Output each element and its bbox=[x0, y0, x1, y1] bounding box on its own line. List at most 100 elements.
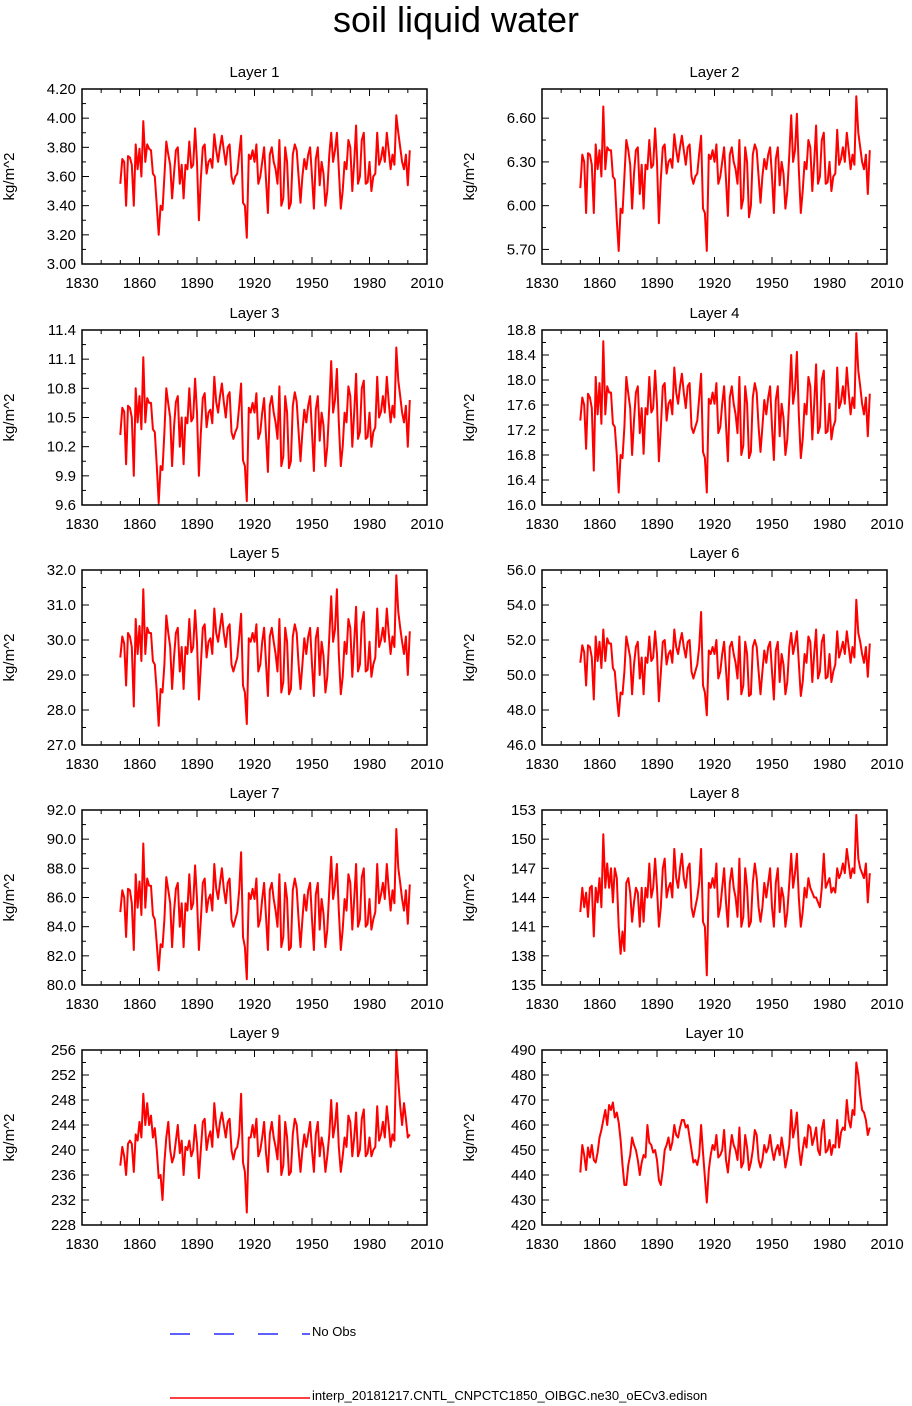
y-tick-label: 450 bbox=[511, 1142, 536, 1159]
y-axis-label: kg/m^2 bbox=[461, 394, 478, 442]
x-tick-label: 1860 bbox=[583, 275, 616, 292]
chart-panel-layer-3: Layer 3 kg/m^2 1830 1860 1890 1920 1950 1980 201… bbox=[1, 305, 444, 533]
y-tick-label: 150 bbox=[511, 831, 536, 848]
x-tick-label: 1890 bbox=[640, 996, 673, 1013]
y-tick-label: 5.70 bbox=[507, 241, 536, 258]
y-axis-label: kg/m^2 bbox=[1, 1114, 18, 1162]
y-tick-label: 18.0 bbox=[507, 372, 536, 389]
plot-frame bbox=[81, 569, 428, 746]
x-tick-label: 1980 bbox=[353, 996, 386, 1013]
series-line-model bbox=[119, 346, 411, 505]
x-tick-label: 1830 bbox=[65, 516, 98, 533]
plot-frame bbox=[541, 809, 888, 986]
y-tick-label: 9.6 bbox=[55, 497, 76, 514]
plot-frame bbox=[541, 1049, 888, 1226]
plot-frame bbox=[541, 569, 888, 746]
y-tick-label: 50.0 bbox=[507, 667, 536, 684]
x-tick-label: 1920 bbox=[238, 996, 271, 1013]
y-axis-label: kg/m^2 bbox=[1, 394, 18, 442]
legend-obs-label: No Obs bbox=[312, 1324, 357, 1339]
series-line-model bbox=[119, 828, 411, 981]
y-tick-label: 86.0 bbox=[47, 890, 76, 907]
x-tick-label: 1860 bbox=[123, 275, 156, 292]
x-tick-label: 1860 bbox=[583, 1236, 616, 1253]
x-tick-label: 1950 bbox=[755, 275, 788, 292]
x-tick-label: 1860 bbox=[123, 756, 156, 773]
x-tick-label: 1920 bbox=[238, 275, 271, 292]
y-axis-label: kg/m^2 bbox=[461, 153, 478, 201]
chart-title: Layer 3 bbox=[229, 305, 279, 322]
y-tick-label: 16.0 bbox=[507, 497, 536, 514]
page-title: soil liquid water bbox=[332, 0, 580, 40]
chart-panel-layer-6: Layer 6 kg/m^2 1830 1860 1890 1920 1950 1980 201… bbox=[461, 545, 904, 773]
y-tick-label: 10.8 bbox=[47, 380, 76, 397]
y-tick-label: 138 bbox=[511, 948, 536, 965]
y-tick-label: 244 bbox=[51, 1117, 76, 1134]
y-tick-label: 80.0 bbox=[47, 977, 76, 994]
y-tick-label: 135 bbox=[511, 977, 536, 994]
y-tick-label: 52.0 bbox=[507, 632, 536, 649]
x-tick-label: 1980 bbox=[353, 1236, 386, 1253]
x-tick-label: 1890 bbox=[640, 275, 673, 292]
x-tick-label: 1980 bbox=[353, 516, 386, 533]
x-tick-label: 2010 bbox=[870, 516, 903, 533]
y-tick-label: 46.0 bbox=[507, 737, 536, 754]
x-tick-label: 1950 bbox=[755, 756, 788, 773]
series-line-model bbox=[119, 574, 411, 727]
y-tick-label: 248 bbox=[51, 1092, 76, 1109]
x-tick-label: 1920 bbox=[698, 756, 731, 773]
y-tick-label: 3.20 bbox=[47, 227, 76, 244]
chart-title: Layer 1 bbox=[229, 64, 279, 81]
y-tick-label: 10.5 bbox=[47, 410, 76, 427]
chart-panel-layer-5: Layer 5 kg/m^2 1830 1860 1890 1920 1950 1980 201… bbox=[1, 545, 444, 773]
x-tick-label: 1980 bbox=[813, 275, 846, 292]
y-axis-label: kg/m^2 bbox=[461, 634, 478, 682]
y-axis-label: kg/m^2 bbox=[1, 634, 18, 682]
y-tick-label: 460 bbox=[511, 1117, 536, 1134]
chart-panel-layer-10: Layer 10 kg/m^2 1830 1860 1890 1920 1950 1980 20… bbox=[461, 1025, 904, 1253]
chart-panel-layer-2: Layer 2 kg/m^2 1830 1860 1890 1920 1950 1980 201… bbox=[461, 64, 904, 292]
x-tick-label: 2010 bbox=[410, 756, 443, 773]
y-tick-label: 141 bbox=[511, 919, 536, 936]
y-tick-label: 144 bbox=[511, 890, 536, 907]
y-tick-label: 240 bbox=[51, 1142, 76, 1159]
y-tick-label: 480 bbox=[511, 1067, 536, 1084]
x-tick-label: 1860 bbox=[583, 516, 616, 533]
x-tick-label: 1860 bbox=[123, 516, 156, 533]
x-tick-label: 1980 bbox=[813, 516, 846, 533]
chart-title: Layer 4 bbox=[689, 305, 739, 322]
y-tick-label: 18.4 bbox=[507, 347, 536, 364]
y-tick-label: 18.8 bbox=[507, 322, 536, 339]
series-line-model bbox=[119, 1049, 411, 1214]
y-axis-label: kg/m^2 bbox=[1, 153, 18, 201]
y-tick-label: 3.00 bbox=[47, 256, 76, 273]
x-tick-label: 2010 bbox=[870, 996, 903, 1013]
x-tick-label: 1890 bbox=[180, 275, 213, 292]
x-tick-label: 1830 bbox=[525, 516, 558, 533]
series-line-model bbox=[579, 332, 871, 494]
x-tick-label: 1890 bbox=[640, 756, 673, 773]
x-tick-label: 1950 bbox=[295, 1236, 328, 1253]
y-tick-label: 11.4 bbox=[48, 322, 76, 339]
x-tick-label: 1920 bbox=[238, 516, 271, 533]
chart-panel-layer-7: Layer 7 kg/m^2 1830 1860 1890 1920 1950 1980 201… bbox=[1, 785, 444, 1013]
plot-frame bbox=[541, 329, 888, 506]
x-tick-label: 1980 bbox=[813, 756, 846, 773]
x-tick-label: 1920 bbox=[698, 275, 731, 292]
chart-title: Layer 7 bbox=[229, 785, 279, 802]
x-tick-label: 1890 bbox=[640, 1236, 673, 1253]
plot-frame bbox=[81, 809, 428, 986]
x-tick-label: 1980 bbox=[353, 756, 386, 773]
legend-model-label: interp_20181217.CNTL_CNPCTC1850_OIBGC.ne… bbox=[312, 1388, 708, 1403]
y-axis-label: kg/m^2 bbox=[461, 874, 478, 922]
y-tick-label: 470 bbox=[511, 1092, 536, 1109]
x-tick-label: 1980 bbox=[353, 275, 386, 292]
plot-frame bbox=[541, 88, 888, 265]
plot-frame bbox=[81, 1049, 428, 1226]
y-tick-label: 11.1 bbox=[48, 351, 76, 368]
x-tick-label: 1950 bbox=[295, 275, 328, 292]
x-tick-label: 1830 bbox=[525, 756, 558, 773]
x-tick-label: 1920 bbox=[698, 516, 731, 533]
series-line-model bbox=[579, 813, 871, 977]
chart-title: Layer 2 bbox=[689, 64, 739, 81]
